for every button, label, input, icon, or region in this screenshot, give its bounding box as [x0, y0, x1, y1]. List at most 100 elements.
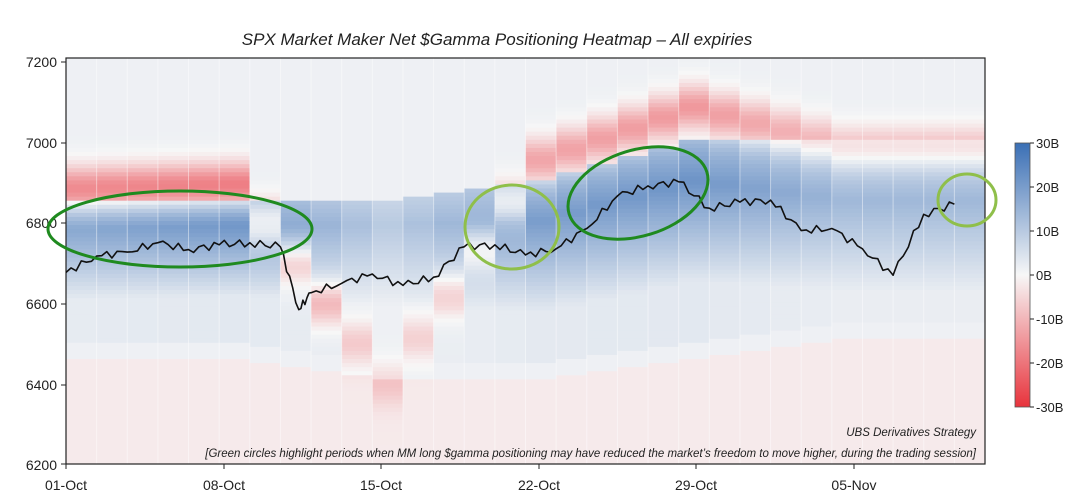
heatmap-cell: [402, 382, 435, 388]
heatmap-cell: [402, 106, 435, 112]
heatmap-cell: [494, 106, 527, 112]
heatmap-cell: [188, 451, 220, 457]
heatmap-cell: [801, 220, 833, 226]
heatmap-cell: [801, 131, 833, 136]
heatmap-cell: [954, 321, 985, 327]
heatmap-cell: [617, 102, 649, 108]
heatmap-cell: [954, 204, 985, 209]
heatmap-cell: [862, 147, 894, 152]
heatmap-cell: [525, 403, 557, 408]
source-annotation: UBS Derivatives Strategy: [846, 427, 977, 439]
heatmap-cell: [494, 66, 527, 71]
heatmap-cell: [341, 309, 373, 315]
heatmap-cell: [494, 58, 527, 63]
heatmap-cell: [157, 70, 190, 75]
heatmap-cell: [525, 127, 557, 132]
heatmap-cell: [617, 122, 649, 128]
heatmap-cell: [525, 350, 557, 355]
heatmap-cell: [188, 277, 220, 282]
heatmap-cell: [556, 305, 588, 311]
heatmap-cell: [923, 159, 955, 165]
heatmap-cell: [556, 313, 588, 319]
heatmap-cell: [280, 362, 312, 368]
heatmap-cell: [954, 386, 985, 392]
heatmap-cell: [525, 62, 557, 67]
heatmap-cell: [739, 305, 772, 311]
heatmap-cell: [311, 399, 343, 404]
heatmap-cell: [249, 366, 282, 372]
heatmap-cell: [893, 342, 925, 347]
heatmap-cell: [586, 155, 618, 161]
heatmap-cell: [556, 163, 588, 169]
heatmap-cell: [96, 228, 128, 234]
heatmap-cell: [525, 252, 557, 258]
heatmap-cell: [66, 281, 98, 286]
heatmap-cell: [678, 330, 710, 335]
heatmap-cell: [219, 382, 251, 388]
heatmap-cell: [341, 212, 373, 217]
heatmap-cell: [311, 167, 343, 173]
heatmap-cell: [127, 58, 159, 63]
heatmap-cell: [127, 362, 159, 368]
heatmap-cell: [464, 102, 496, 108]
heatmap-cell: [617, 139, 649, 144]
heatmap-cell: [739, 403, 772, 408]
heatmap-cell: [862, 265, 894, 270]
heatmap-cell: [893, 382, 925, 388]
heatmap-cell: [402, 399, 435, 404]
heatmap-cell: [249, 269, 282, 274]
heatmap-cell: [433, 147, 465, 152]
heatmap-cell: [678, 321, 710, 327]
heatmap-cell: [66, 216, 98, 221]
heatmap-cell: [648, 419, 680, 424]
heatmap-cell: [341, 66, 373, 71]
heatmap-cell: [801, 423, 833, 429]
heatmap-cell: [954, 366, 985, 372]
heatmap-cell: [617, 175, 649, 181]
heatmap-cell: [648, 390, 680, 396]
heatmap-cell: [494, 411, 527, 416]
heatmap-cell: [66, 78, 98, 83]
heatmap-cell: [372, 289, 404, 295]
heatmap-cell: [96, 313, 128, 319]
heatmap-cell: [127, 403, 159, 408]
heatmap-cell: [96, 98, 128, 104]
heatmap-cell: [862, 419, 894, 424]
heatmap-cell: [923, 273, 955, 278]
heatmap-cell: [831, 321, 864, 327]
heatmap-cell: [96, 167, 128, 173]
heatmap-cell: [219, 70, 251, 75]
heatmap-cell: [954, 354, 985, 360]
heatmap-cell: [127, 256, 159, 262]
heatmap-cell: [709, 228, 741, 234]
heatmap-cell: [709, 321, 741, 327]
heatmap-cell: [556, 342, 588, 347]
heatmap-cell: [341, 390, 373, 396]
heatmap-cell: [801, 127, 833, 132]
heatmap-cell: [801, 261, 833, 266]
heatmap-cell: [831, 281, 864, 286]
price-series: [66, 178, 955, 311]
heatmap-cell: [127, 297, 159, 303]
heatmap-cell: [862, 82, 894, 88]
heatmap-cell: [801, 277, 833, 282]
heatmap-cell: [219, 175, 251, 181]
heatmap-cell: [831, 151, 864, 157]
heatmap-cell: [96, 394, 128, 400]
heatmap-cell: [678, 455, 710, 461]
heatmap-cell: [770, 309, 802, 315]
heatmap-cell: [341, 269, 373, 274]
heatmap-cell: [586, 58, 618, 63]
heatmap-cell: [280, 82, 312, 88]
heatmap-cell: [831, 265, 864, 270]
heatmap-cell: [801, 118, 833, 124]
heatmap-cell: [219, 179, 251, 185]
heatmap-cell: [525, 114, 557, 120]
heatmap-cell: [341, 293, 373, 299]
heatmap-cell: [311, 309, 343, 315]
heatmap-cell: [341, 305, 373, 311]
heatmap-cell: [280, 163, 312, 169]
heatmap-cell: [893, 90, 925, 96]
heatmap-cell: [66, 394, 98, 400]
heatmap-cell: [893, 236, 925, 242]
